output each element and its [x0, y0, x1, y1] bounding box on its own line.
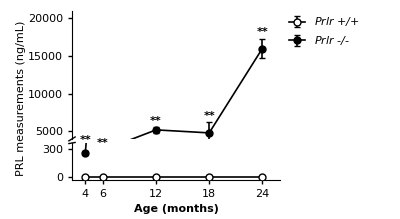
Legend: $Prlr$ +/+, $Prlr$ -/-: $Prlr$ +/+, $Prlr$ -/-	[284, 11, 364, 51]
Text: **: **	[150, 116, 162, 126]
Text: **: **	[203, 111, 215, 121]
Text: **: **	[97, 138, 109, 148]
Text: PRL measurements (ng/mL): PRL measurements (ng/mL)	[16, 21, 26, 176]
Text: **: **	[256, 27, 268, 37]
X-axis label: Age (months): Age (months)	[134, 204, 218, 214]
Text: **: **	[80, 135, 91, 145]
